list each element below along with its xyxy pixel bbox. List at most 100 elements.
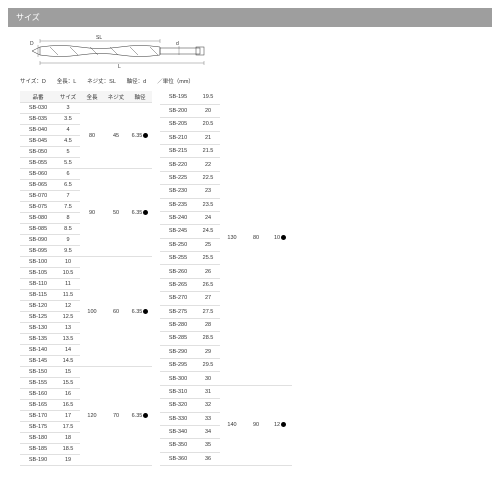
spec-table-1: 品番 サイズ 全長 ネジ丈 軸径 SB-030380456.35SB-0353.… <box>20 91 152 466</box>
cell-code: SB-035 <box>20 114 56 125</box>
dot-icon <box>143 413 148 418</box>
cell-size: 30 <box>196 372 220 385</box>
cell-size: 6.5 <box>56 180 80 191</box>
cell-screw: 90 <box>244 385 268 465</box>
cell-size: 29.5 <box>196 359 220 372</box>
cell-length: 90 <box>80 169 104 257</box>
cell-code: SB-310 <box>160 385 196 398</box>
cell-length: 120 <box>80 367 104 466</box>
cell-size: 6 <box>56 169 80 180</box>
cell-size: 5 <box>56 147 80 158</box>
cell-size: 18 <box>56 433 80 444</box>
cell-size: 19 <box>56 455 80 466</box>
table-row: SB-19519.51308010 <box>160 91 292 104</box>
cell-size: 11.5 <box>56 290 80 301</box>
cell-size: 7.5 <box>56 202 80 213</box>
cell-code: SB-165 <box>20 400 56 411</box>
dot-icon <box>281 235 286 240</box>
table-row: SB-060690506.35 <box>20 169 152 180</box>
cell-code: SB-150 <box>20 367 56 378</box>
cell-size: 14.5 <box>56 356 80 367</box>
cell-screw: 45 <box>104 103 128 169</box>
cell-size: 19.5 <box>196 91 220 104</box>
cell-code: SB-320 <box>160 399 196 412</box>
cell-code: SB-210 <box>160 131 196 144</box>
cell-size: 31 <box>196 385 220 398</box>
cell-size: 26.5 <box>196 278 220 291</box>
cell-size: 27.5 <box>196 305 220 318</box>
cell-size: 21 <box>196 131 220 144</box>
cell-size: 35 <box>196 439 220 452</box>
cell-code: SB-065 <box>20 180 56 191</box>
svg-text:D: D <box>30 41 34 47</box>
cell-code: SB-155 <box>20 378 56 389</box>
dot-icon <box>143 133 148 138</box>
cell-size: 8.5 <box>56 224 80 235</box>
cell-code: SB-040 <box>20 125 56 136</box>
cell-length: 130 <box>220 91 244 385</box>
cell-code: SB-125 <box>20 312 56 323</box>
cell-code: SB-085 <box>20 224 56 235</box>
cell-size: 13.5 <box>56 334 80 345</box>
cell-length: 80 <box>80 103 104 169</box>
cell-size: 21.5 <box>196 145 220 158</box>
dot-icon <box>143 210 148 215</box>
diagram-caption: サイズ：D 全長：L ネジ丈：SL 軸径：d ／単位（mm） <box>20 77 492 85</box>
col-header-code: 品番 <box>20 91 56 103</box>
cell-code: SB-230 <box>160 185 196 198</box>
cell-code: SB-110 <box>20 279 56 290</box>
cell-code: SB-360 <box>160 452 196 465</box>
cell-size: 27 <box>196 292 220 305</box>
cell-code: SB-340 <box>160 425 196 438</box>
cell-code: SB-095 <box>20 246 56 257</box>
cell-size: 33 <box>196 412 220 425</box>
cell-code: SB-080 <box>20 213 56 224</box>
cell-code: SB-090 <box>20 235 56 246</box>
cell-code: SB-260 <box>160 265 196 278</box>
table-row: SB-10010100606.35 <box>20 257 152 268</box>
cell-code: SB-250 <box>160 238 196 251</box>
cell-code: SB-215 <box>160 145 196 158</box>
cell-code: SB-175 <box>20 422 56 433</box>
cell-screw: 80 <box>244 91 268 385</box>
cell-code: SB-270 <box>160 292 196 305</box>
cell-code: SB-290 <box>160 345 196 358</box>
cell-shaft: 6.35 <box>128 367 152 466</box>
table-row: SB-15015120706.35 <box>20 367 152 378</box>
cell-size: 15.5 <box>56 378 80 389</box>
cell-size: 32 <box>196 399 220 412</box>
cell-code: SB-235 <box>160 198 196 211</box>
cell-size: 7 <box>56 191 80 202</box>
cell-size: 8 <box>56 213 80 224</box>
cell-size: 22.5 <box>196 171 220 184</box>
cell-code: SB-160 <box>20 389 56 400</box>
cell-size: 20.5 <box>196 118 220 131</box>
svg-text:d: d <box>176 41 179 47</box>
cell-code: SB-170 <box>20 411 56 422</box>
cell-code: SB-045 <box>20 136 56 147</box>
section-header: サイズ <box>8 8 492 27</box>
cell-size: 29 <box>196 345 220 358</box>
cell-code: SB-330 <box>160 412 196 425</box>
cell-size: 24 <box>196 211 220 224</box>
cell-size: 28 <box>196 318 220 331</box>
cell-size: 18.5 <box>56 444 80 455</box>
cell-size: 3 <box>56 103 80 114</box>
cell-code: SB-120 <box>20 301 56 312</box>
drill-diagram: D SL d L <box>20 33 492 71</box>
cell-code: SB-180 <box>20 433 56 444</box>
cell-code: SB-205 <box>160 118 196 131</box>
cell-shaft: 10 <box>268 91 292 385</box>
cell-code: SB-245 <box>160 225 196 238</box>
cell-size: 17.5 <box>56 422 80 433</box>
cell-code: SB-100 <box>20 257 56 268</box>
cell-size: 11 <box>56 279 80 290</box>
table-row: SB-030380456.35 <box>20 103 152 114</box>
cell-size: 16 <box>56 389 80 400</box>
cell-size: 4.5 <box>56 136 80 147</box>
cell-code: SB-030 <box>20 103 56 114</box>
cell-code: SB-240 <box>160 211 196 224</box>
cell-size: 4 <box>56 125 80 136</box>
cell-size: 25.5 <box>196 252 220 265</box>
cell-size: 15 <box>56 367 80 378</box>
